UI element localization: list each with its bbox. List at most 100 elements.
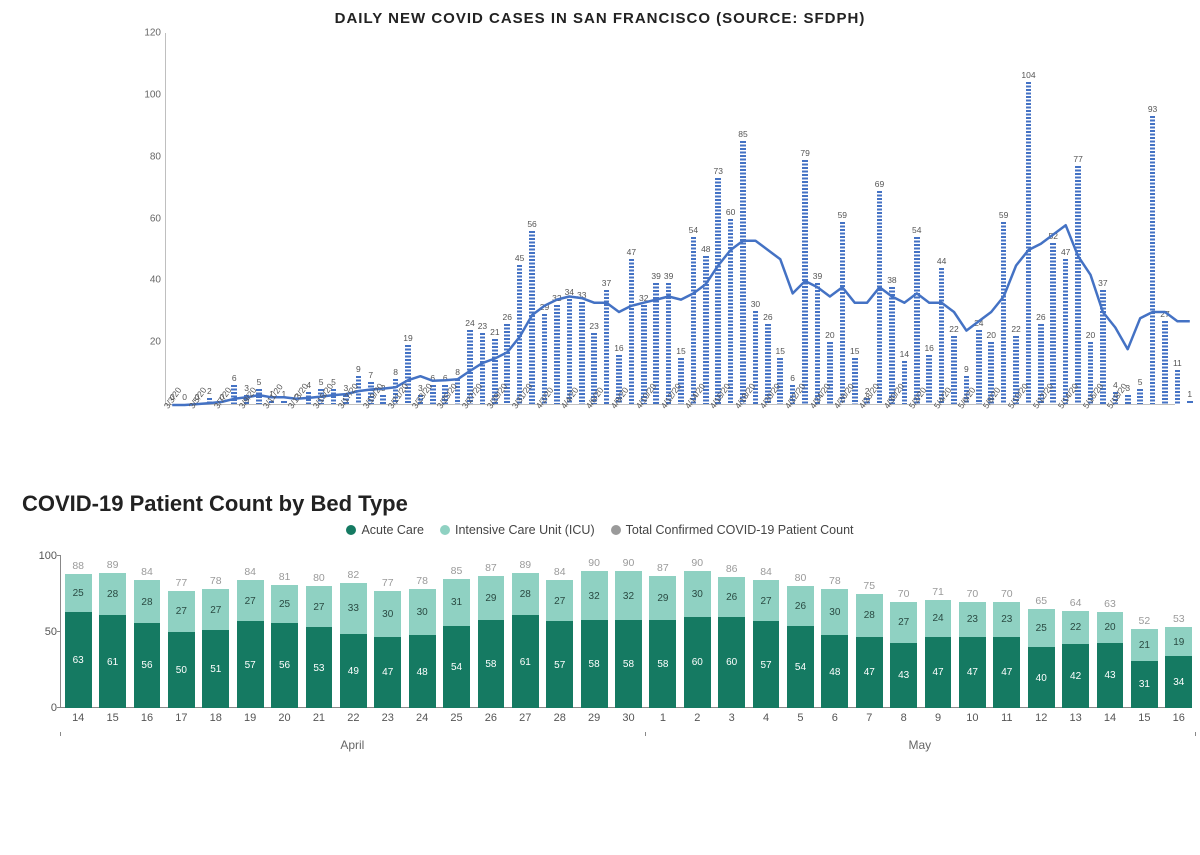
bottom-chart-total-label: 84 — [237, 566, 264, 578]
bottom-chart-total-label: 90 — [581, 557, 608, 569]
bottom-chart-icu-label: 26 — [787, 601, 814, 612]
bottom-chart-x-label: 9 — [925, 712, 952, 724]
bottom-chart-x-label: 27 — [512, 712, 539, 724]
bottom-chart-x-label: 2 — [684, 712, 711, 724]
bottom-chart-total-label: 65 — [1028, 595, 1055, 607]
bottom-chart-x-label: 16 — [1165, 712, 1192, 724]
bottom-chart-icu-label: 28 — [99, 589, 126, 600]
bottom-chart-icu-label: 27 — [168, 606, 195, 617]
bottom-chart-x-label: 14 — [1097, 712, 1124, 724]
bottom-chart-x-label: 16 — [134, 712, 161, 724]
legend-label: Acute Care — [361, 523, 424, 537]
bottom-chart-x-label: 22 — [340, 712, 367, 724]
bottom-chart-icu-label: 28 — [134, 597, 161, 608]
bottom-chart-x-label: 20 — [271, 712, 298, 724]
bottom-chart-total-label: 52 — [1131, 615, 1158, 627]
bottom-chart-total-label: 88 — [65, 560, 92, 572]
bottom-chart-plot-area: 0501006325881461288915562884165027771751… — [60, 556, 1175, 708]
bottom-chart-acute-label: 43 — [890, 670, 917, 681]
bottom-chart-acute-label: 58 — [615, 659, 642, 670]
bottom-chart-x-label: 15 — [1131, 712, 1158, 724]
bottom-chart-x-label: 26 — [478, 712, 505, 724]
bottom-chart-icu-label: 33 — [340, 603, 367, 614]
bottom-chart-x-label: 28 — [546, 712, 573, 724]
bottom-chart-x-label: 23 — [374, 712, 401, 724]
bottom-chart-acute-label: 48 — [409, 667, 436, 678]
bottom-chart-acute-label: 40 — [1028, 673, 1055, 684]
bottom-chart-icu-label: 22 — [1062, 622, 1089, 633]
bottom-chart-x-label: 19 — [237, 712, 264, 724]
bottom-chart-x-label: 24 — [409, 712, 436, 724]
bottom-chart-total-label: 89 — [99, 559, 126, 571]
bottom-chart-icu-label: 25 — [271, 599, 298, 610]
bottom-chart-icu-label: 19 — [1165, 637, 1192, 648]
bottom-chart-total-label: 86 — [718, 563, 745, 575]
bottom-chart-acute-label: 51 — [202, 664, 229, 675]
bottom-chart: 0501006325881461288915562884165027771751… — [40, 542, 1175, 752]
bottom-chart-icu-label: 25 — [1028, 623, 1055, 634]
top-chart-y-tick: 80 — [136, 151, 161, 162]
legend-item: Total Confirmed COVID-19 Patient Count — [611, 523, 854, 537]
bottom-chart-icu-label: 29 — [649, 593, 676, 604]
bottom-chart-month-axis: AprilMay — [60, 732, 1175, 750]
bottom-chart-acute-label: 58 — [581, 659, 608, 670]
bottom-chart-icu-label: 25 — [65, 588, 92, 599]
legend-swatch — [440, 525, 450, 535]
bottom-chart-acute-label: 53 — [306, 663, 333, 674]
bottom-chart-acute-label: 47 — [993, 667, 1020, 678]
bottom-chart-acute-label: 47 — [374, 667, 401, 678]
bottom-chart-icu-label: 30 — [409, 607, 436, 618]
bottom-chart-icu-label: 28 — [856, 610, 883, 621]
bottom-chart-x-label: 13 — [1062, 712, 1089, 724]
bottom-chart-total-label: 77 — [374, 577, 401, 589]
bottom-chart-acute-label: 49 — [340, 666, 367, 677]
bottom-chart-icu-label: 27 — [237, 596, 264, 607]
bottom-chart-total-label: 75 — [856, 580, 883, 592]
bottom-chart-total-label: 78 — [409, 575, 436, 587]
bottom-chart-x-label: 10 — [959, 712, 986, 724]
bottom-chart-x-label: 25 — [443, 712, 470, 724]
bottom-chart-total-label: 89 — [512, 559, 539, 571]
bottom-chart-x-label: 17 — [168, 712, 195, 724]
bottom-chart-acute-label: 47 — [959, 667, 986, 678]
bottom-chart-month-tick — [645, 732, 646, 736]
bottom-chart-icu-label: 27 — [306, 602, 333, 613]
bottom-chart-total-label: 64 — [1062, 597, 1089, 609]
bottom-chart-total-label: 78 — [821, 575, 848, 587]
bottom-chart-x-label: 11 — [993, 712, 1020, 724]
bottom-chart-acute-label: 54 — [787, 662, 814, 673]
bottom-chart-acute-label: 34 — [1165, 677, 1192, 688]
bottom-chart-x-label: 12 — [1028, 712, 1055, 724]
bottom-chart-acute-label: 57 — [546, 660, 573, 671]
bottom-chart-total-label: 53 — [1165, 613, 1192, 625]
bottom-chart-x-label: 14 — [65, 712, 92, 724]
top-chart-plot-area: 2040608010012000020635110455397381936682… — [165, 33, 1175, 405]
bottom-chart-icu-label: 32 — [615, 591, 642, 602]
bottom-chart-total-label: 85 — [443, 565, 470, 577]
bottom-chart-y-tick-mark — [57, 631, 61, 632]
bottom-chart-x-label: 6 — [821, 712, 848, 724]
bottom-chart-acute-label: 58 — [478, 659, 505, 670]
bottom-chart-acute-label: 58 — [649, 659, 676, 670]
top-chart: 2040608010012000020635110455397381936682… — [135, 33, 1175, 433]
bottom-chart-total-label: 70 — [993, 588, 1020, 600]
bottom-chart-total-label: 63 — [1097, 598, 1124, 610]
bottom-chart-x-label: 30 — [615, 712, 642, 724]
bottom-chart-month-label: May — [890, 738, 950, 752]
legend-swatch — [611, 525, 621, 535]
bottom-chart-total-label: 87 — [478, 562, 505, 574]
bottom-chart-acute-label: 60 — [718, 657, 745, 668]
bottom-chart-x-label: 1 — [649, 712, 676, 724]
bottom-chart-total-label: 81 — [271, 571, 298, 583]
bottom-chart-acute-label: 54 — [443, 662, 470, 673]
bottom-chart-acute-label: 50 — [168, 665, 195, 676]
bottom-chart-acute-label: 63 — [65, 655, 92, 666]
bottom-chart-acute-label: 31 — [1131, 679, 1158, 690]
bottom-chart-icu-label: 23 — [959, 614, 986, 625]
bottom-chart-y-tick-mark — [57, 707, 61, 708]
bottom-chart-acute-label: 47 — [856, 667, 883, 678]
bottom-chart-icu-label: 20 — [1097, 622, 1124, 633]
bottom-chart-total-label: 80 — [787, 572, 814, 584]
bottom-chart-icu-label: 27 — [546, 596, 573, 607]
top-chart-y-tick: 120 — [136, 28, 161, 39]
